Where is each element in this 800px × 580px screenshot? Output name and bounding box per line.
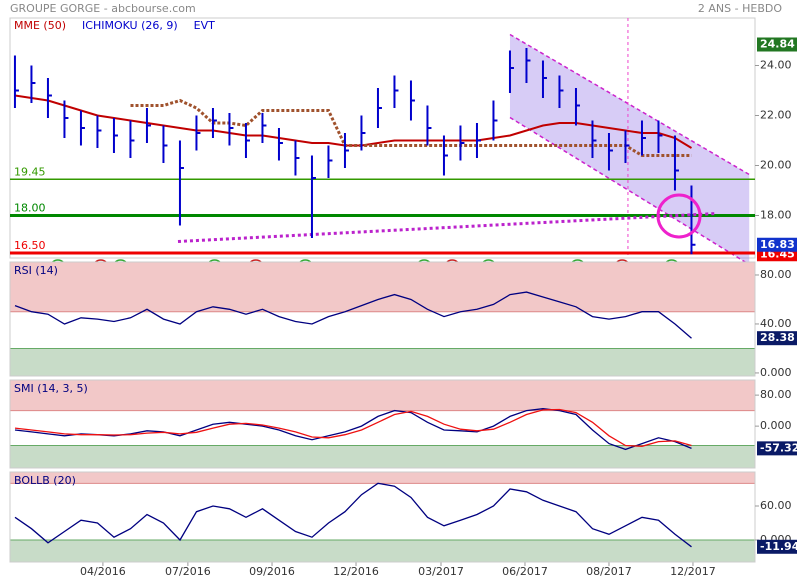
panel-title: BOLLB (20) bbox=[14, 474, 76, 487]
panel-frame bbox=[9, 379, 756, 469]
value-badge bbox=[757, 331, 797, 346]
panel-frame bbox=[9, 471, 756, 563]
overbought-zone bbox=[10, 262, 755, 312]
y-tick-label: 20.00 bbox=[760, 159, 792, 172]
chart-subtitle: 2 ANS - HEBDO bbox=[698, 2, 782, 15]
x-tick-label: 12/2016 bbox=[333, 565, 379, 578]
oversold-zone bbox=[10, 540, 755, 562]
x-tick-label: 09/2016 bbox=[249, 565, 295, 578]
x-tick-label: 07/2016 bbox=[165, 565, 211, 578]
legend-entry: EVT bbox=[194, 19, 215, 32]
y-tick-label: 40.00 bbox=[760, 317, 792, 330]
y-tick-label: 0.000 bbox=[760, 366, 792, 379]
panel-frame bbox=[9, 17, 756, 259]
y-tick-label: 24.00 bbox=[760, 59, 792, 72]
legend-entry: MME (50) bbox=[14, 19, 66, 32]
indicator-line bbox=[14, 482, 692, 548]
x-tick-label: 03/2017 bbox=[418, 565, 464, 578]
value-badge-label: 28.38 bbox=[760, 331, 795, 344]
value-badge bbox=[757, 539, 797, 554]
value-badge-label: -11.94 bbox=[760, 540, 800, 553]
panel-frame bbox=[9, 261, 756, 377]
chart-title: GROUPE GORGE - abcbourse.com bbox=[10, 2, 196, 15]
legend-entry: ICHIMOKU (26, 9) bbox=[82, 19, 178, 32]
y-tick-label: 18.00 bbox=[760, 209, 792, 222]
y-tick-label: 80.00 bbox=[760, 388, 792, 401]
value-badge-label: 24.84 bbox=[760, 38, 795, 51]
overbought-zone bbox=[10, 472, 755, 484]
x-tick-label: 08/2017 bbox=[586, 565, 632, 578]
level-label: 16.50 bbox=[14, 239, 46, 252]
indicator-line bbox=[14, 291, 692, 339]
mme-line bbox=[14, 94, 693, 149]
x-tick-label: 06/2017 bbox=[502, 565, 548, 578]
plot-layer: 18.00 20.00 22.00 24.00 19.45 18.00 16.50 MME (… bbox=[9, 17, 800, 578]
oversold-zone bbox=[10, 445, 755, 468]
x-tick-label: 04/2016 bbox=[80, 565, 126, 578]
value-badge-label: 16.83 bbox=[760, 238, 795, 251]
value-badge bbox=[757, 37, 797, 52]
y-tick-label: 0.000 bbox=[760, 419, 792, 432]
oversold-zone bbox=[10, 348, 755, 376]
value-badge bbox=[757, 237, 797, 252]
channel-line bbox=[509, 116, 750, 266]
channel-line bbox=[509, 33, 750, 176]
value-badge bbox=[757, 441, 797, 456]
panel-title: RSI (14) bbox=[14, 264, 58, 277]
highlight-circle bbox=[656, 193, 702, 239]
y-tick-label: 60.00 bbox=[760, 499, 792, 512]
x-tick-label: 12/2017 bbox=[670, 565, 716, 578]
level-label: 19.45 bbox=[14, 165, 46, 178]
y-tick-label: 80.00 bbox=[760, 268, 792, 281]
y-tick-label: 22.00 bbox=[760, 109, 792, 122]
value-badge-label: -57.32 bbox=[760, 441, 799, 454]
indicator-line bbox=[14, 408, 692, 447]
level-label: 18.00 bbox=[14, 202, 46, 215]
overbought-zone bbox=[10, 380, 755, 411]
ichimoku-line bbox=[130, 98, 692, 157]
panel-title: SMI (14, 3, 5) bbox=[14, 382, 88, 395]
